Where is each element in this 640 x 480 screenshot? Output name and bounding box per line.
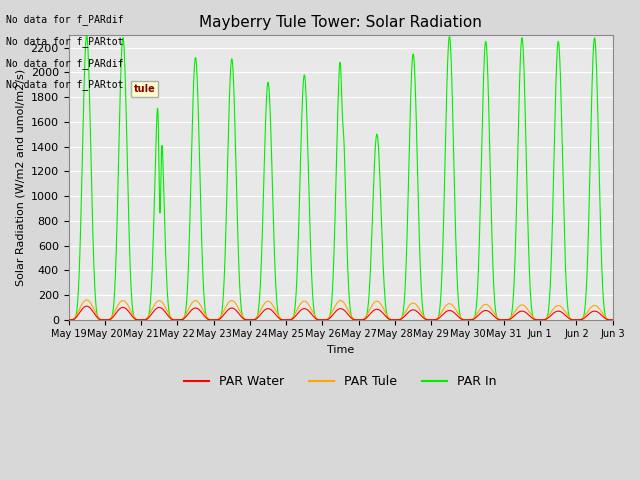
X-axis label: Time: Time [327,345,354,355]
Text: No data for f_PARdif: No data for f_PARdif [6,14,124,25]
Text: No data for f_PARtot: No data for f_PARtot [6,79,124,90]
Title: Mayberry Tule Tower: Solar Radiation: Mayberry Tule Tower: Solar Radiation [199,15,482,30]
Y-axis label: Solar Radiation (W/m2 and umol/m2/s): Solar Radiation (W/m2 and umol/m2/s) [15,69,25,286]
Text: tule: tule [134,84,156,94]
Text: No data for f_PARdif: No data for f_PARdif [6,58,124,69]
Text: No data for f_PARtot: No data for f_PARtot [6,36,124,47]
Legend: PAR Water, PAR Tule, PAR In: PAR Water, PAR Tule, PAR In [179,370,502,393]
